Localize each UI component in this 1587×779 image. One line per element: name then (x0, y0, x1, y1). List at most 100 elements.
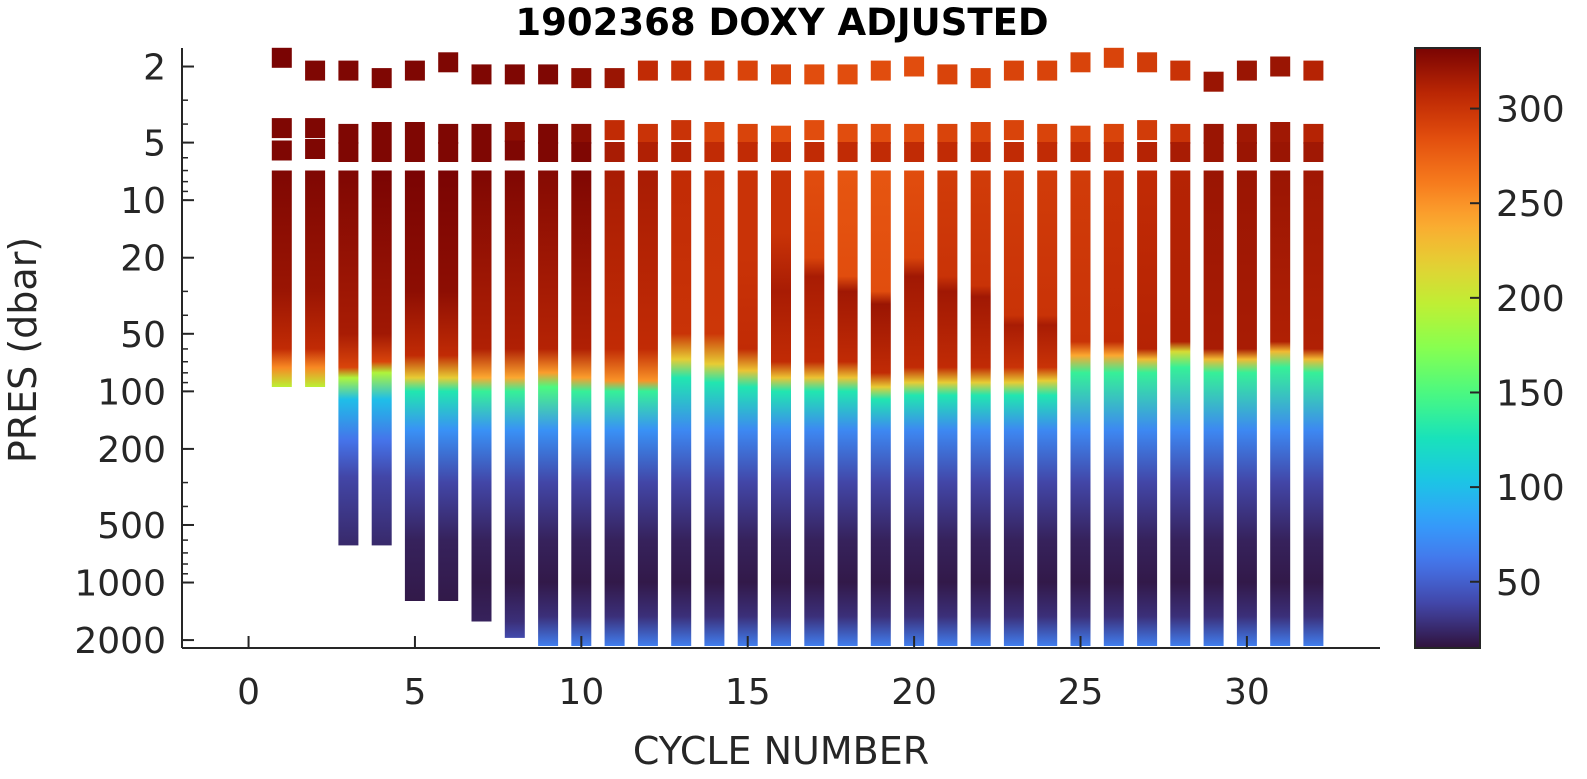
profile-cycle-19 (870, 60, 891, 646)
profile-column (637, 170, 658, 646)
surface-sample (737, 123, 758, 144)
surface-sample (504, 64, 525, 85)
profile-column (1037, 170, 1058, 646)
profile-column (704, 170, 725, 646)
y-axis-label: PRES (dbar) (1, 237, 45, 463)
profile-cycle-15 (737, 60, 758, 646)
surface-sample (504, 122, 525, 142)
surface-sample (870, 123, 891, 144)
profile-column (904, 170, 925, 646)
profile-cycle-32 (1303, 60, 1324, 646)
surface-sample (671, 120, 692, 141)
surface-sample (404, 122, 425, 142)
surface-sample (1270, 56, 1291, 77)
x-tick-label: 30 (1224, 672, 1270, 713)
colorbar-gradient (1414, 47, 1481, 649)
colorbar-tick-label: 100 (1496, 468, 1565, 509)
surface-sample (970, 68, 991, 89)
profile-column (371, 170, 392, 546)
surface-sample (771, 142, 791, 162)
y-tick-label: 10 (120, 181, 166, 222)
surface-sample (704, 122, 725, 142)
profile-cycle-20 (904, 56, 925, 646)
profile-cycle-28 (1170, 60, 1191, 646)
profile-cycle-22 (970, 68, 991, 646)
surface-sample (771, 125, 791, 146)
profile-column (404, 170, 425, 601)
surface-sample (271, 118, 292, 139)
surface-sample (704, 142, 725, 162)
profile-cycle-3 (338, 60, 359, 546)
profile-cycle-8 (504, 64, 525, 638)
x-tick-label: 0 (237, 672, 260, 713)
surface-sample (438, 52, 459, 73)
profile-column (1236, 170, 1257, 646)
surface-sample (937, 64, 958, 85)
profile-column (504, 170, 525, 638)
surface-sample (1103, 123, 1124, 144)
profile-cycle-9 (538, 64, 559, 646)
profile-column (1270, 170, 1291, 646)
profile-column (438, 170, 459, 601)
x-tick-label: 5 (403, 672, 426, 713)
profile-cycle-18 (837, 64, 858, 646)
surface-sample (404, 60, 425, 81)
profile-column (471, 170, 492, 622)
colorbar-tick-label: 300 (1496, 90, 1565, 131)
surface-sample (1203, 123, 1224, 144)
surface-sample (904, 123, 925, 144)
surface-sample (870, 142, 891, 162)
surface-sample (1103, 142, 1124, 162)
surface-sample (1070, 52, 1091, 73)
surface-sample (904, 56, 925, 77)
surface-sample (271, 140, 292, 161)
x-tick-label: 10 (558, 672, 604, 713)
profile-column (970, 170, 991, 646)
surface-sample (837, 123, 858, 144)
y-tick-label: 1000 (74, 564, 166, 605)
surface-sample (305, 118, 326, 139)
y-tick-label: 50 (120, 315, 166, 356)
surface-sample (571, 123, 592, 144)
surface-sample (1137, 142, 1158, 162)
surface-sample (804, 142, 825, 162)
x-axis-label: CYCLE NUMBER (633, 729, 929, 773)
surface-sample (1037, 123, 1058, 144)
profile-cycle-25 (1070, 52, 1091, 646)
surface-sample (305, 60, 326, 81)
profile-cycle-13 (671, 60, 692, 646)
y-tick-label: 20 (120, 239, 166, 280)
surface-sample (804, 120, 825, 141)
x-tick-label: 20 (891, 672, 937, 713)
surface-sample (1003, 120, 1024, 141)
colorbar-tick-label: 150 (1496, 373, 1565, 414)
surface-sample (338, 123, 359, 144)
profile-column (671, 170, 692, 646)
profile-cycle-4 (371, 68, 392, 546)
surface-sample (1203, 142, 1224, 162)
profile-cycle-11 (604, 68, 625, 646)
profile-cycle-21 (937, 64, 958, 646)
y-tick-label: 5 (143, 124, 166, 165)
surface-sample (604, 68, 625, 89)
surface-sample (338, 60, 359, 81)
surface-sample (604, 120, 625, 141)
y-tick-label: 2 (143, 48, 166, 89)
surface-sample (904, 142, 925, 162)
surface-sample (1236, 123, 1257, 144)
y-tick-label: 100 (97, 372, 166, 413)
surface-sample (1070, 142, 1091, 162)
profile-column (1170, 170, 1191, 646)
surface-sample (471, 142, 492, 162)
profile-cycle-24 (1037, 60, 1058, 646)
profile-cycle-17 (804, 64, 825, 646)
surface-sample (1170, 60, 1191, 81)
surface-sample (671, 60, 692, 81)
profile-cycle-16 (771, 64, 791, 646)
surface-sample (438, 142, 459, 162)
profile-column (1070, 170, 1091, 646)
surface-sample (1103, 47, 1124, 68)
surface-sample (1270, 122, 1291, 142)
surface-sample (1170, 142, 1191, 162)
